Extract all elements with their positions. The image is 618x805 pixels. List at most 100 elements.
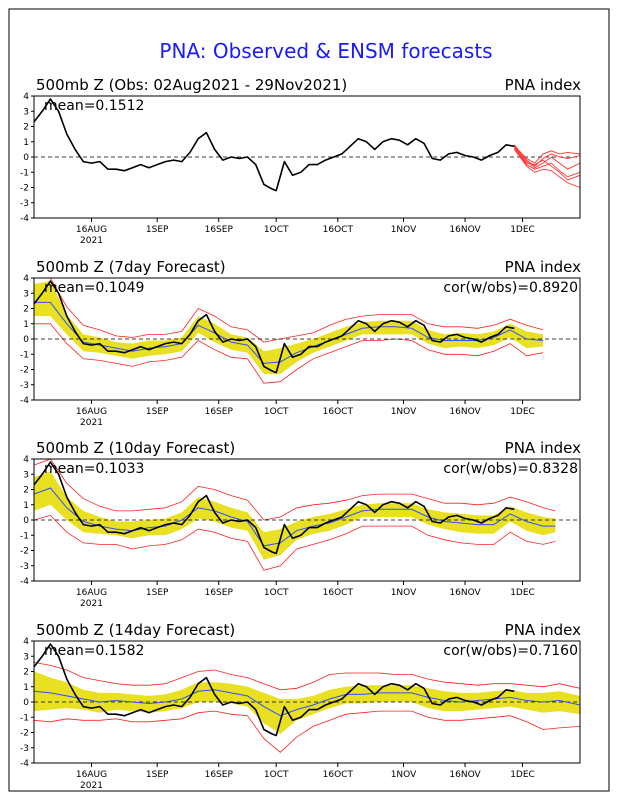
x-tick-label: 1OCT [264,225,289,235]
y-tick-label: 3 [23,289,29,299]
x-tick-label: 1NOV [391,225,417,235]
observed-line [33,98,515,192]
y-tick-label: 2 [23,668,29,678]
x-tick-label: 16SEP [205,225,234,235]
ensemble-mean-line [34,301,544,364]
x-tick-label: 1SEP [146,588,169,598]
x-tick-label: 16AUG [76,770,107,780]
y-tick-label: -4 [20,396,29,406]
x-tick-label: 1DEC [510,770,535,780]
y-tick-label: -1 [20,713,29,723]
y-tick-label: 2 [23,123,29,133]
x-tick-label: 1NOV [391,770,417,780]
correlation-label: cor(w/obs)=0.8920 [443,280,578,296]
mean-label: mean=0.1049 [44,280,144,296]
ensemble-mean-line [33,487,556,547]
x-tick-label: 16OCT [323,588,354,598]
observed-line [33,280,515,374]
x-tick-label: 16AUG [76,407,107,417]
x-tick-label: 16OCT [323,770,354,780]
y-tick-label: -2 [20,729,29,739]
x-tick-label: 16NOV [449,407,481,417]
y-tick-label: 3 [23,107,29,117]
y-tick-label: 0 [23,335,29,345]
lower-bound-line [33,710,581,753]
y-tick-label: 2 [23,486,29,496]
panel-1: 4 3 2 1 0 -1 -2 -3 -4 16AUG 1SEP 16SEP 1OCT 16OCT 1NOV… [20,76,581,246]
y-tick-label: 0 [23,698,29,708]
upper-bound-line [34,277,544,343]
panels: 4 3 2 1 0 -1 -2 -3 -4 16AUG 1SEP 16SEP 1OCT 16OCT 1NOV… [20,76,581,791]
x-tick-label: 1SEP [146,770,169,780]
index-label: PNA index [505,76,581,94]
index-label: PNA index [505,621,581,639]
y-tick-label: 4 [23,274,29,284]
spread-band [34,671,580,734]
mean-label: mean=0.1033 [44,461,144,477]
x-tick-label: 1OCT [264,770,289,780]
x-tick-label: 16OCT [323,225,354,235]
y-tick-label: 1 [23,501,29,511]
year-label: 2021 [80,781,103,791]
y-tick-label: 4 [23,637,29,647]
y-tick-label: -4 [20,577,29,587]
index-label: PNA index [505,258,581,276]
panel-3: 4 3 2 1 0 -1 -2 -3 -4 16AUG 1SEP 16SEP 1OCT 16OCT 1NOV… [20,439,581,609]
y-tick-label: 0 [23,153,29,163]
x-tick-label: 1NOV [391,407,417,417]
spread-band [34,471,556,560]
year-label: 2021 [80,599,103,609]
panel-title: 500mb Z (7day Forecast) [36,258,226,276]
x-tick-label: 16SEP [205,770,234,780]
y-tick-label: -4 [20,214,29,224]
forecast-member-5 [513,149,581,188]
y-tick-label: 4 [23,92,29,102]
y-tick-label: -3 [20,744,29,754]
y-tick-label: 0 [23,516,29,526]
y-tick-label: -4 [20,759,29,769]
x-tick-label: 1SEP [146,225,169,235]
x-tick-label: 16NOV [449,770,481,780]
correlation-label: cor(w/obs)=0.7160 [443,643,578,659]
y-tick-label: 1 [23,683,29,693]
mean-label: mean=0.1512 [44,98,144,114]
x-tick-label: 16NOV [449,225,481,235]
x-tick-label: 16AUG [76,225,107,235]
x-tick-label: 16NOV [449,588,481,598]
x-tick-label: 16OCT [323,407,354,417]
correlation-label: cor(w/obs)=0.8328 [443,461,578,477]
upper-bound-line [33,662,581,691]
y-tick-label: -2 [20,366,29,376]
forecast-member-3 [513,147,581,178]
x-tick-label: 1SEP [146,407,169,417]
x-tick-label: 16SEP [205,407,234,417]
x-tick-label: 16SEP [205,588,234,598]
x-tick-label: 1OCT [264,588,289,598]
panel-2: 4 3 2 1 0 -1 -2 -3 -4 16AUG 1SEP 16SEP 1OCT 16OCT 1NOV… [20,258,581,428]
y-tick-label: -1 [20,168,29,178]
forecast-member-6 [513,147,581,181]
y-tick-label: 1 [23,320,29,330]
forecast-member-2 [513,146,581,170]
y-tick-label: -3 [20,562,29,572]
y-tick-label: 2 [23,305,29,315]
lower-bound-line [33,514,556,571]
observed-line [33,461,515,555]
y-tick-label: 4 [23,455,29,465]
x-tick-label: 1DEC [510,407,535,417]
forecast-member-4 [513,145,581,164]
ensemble-mean-line [33,689,581,717]
y-tick-label: -3 [20,381,29,391]
year-label: 2021 [80,418,103,428]
y-tick-label: -1 [20,531,29,541]
observed-line [33,643,515,737]
lower-bound-line [34,323,544,384]
forecast-member-1 [513,144,581,167]
x-tick-label: 1DEC [510,225,535,235]
spread-band [34,281,544,375]
y-tick-label: -2 [20,547,29,557]
x-tick-label: 1DEC [510,588,535,598]
index-label: PNA index [505,439,581,457]
